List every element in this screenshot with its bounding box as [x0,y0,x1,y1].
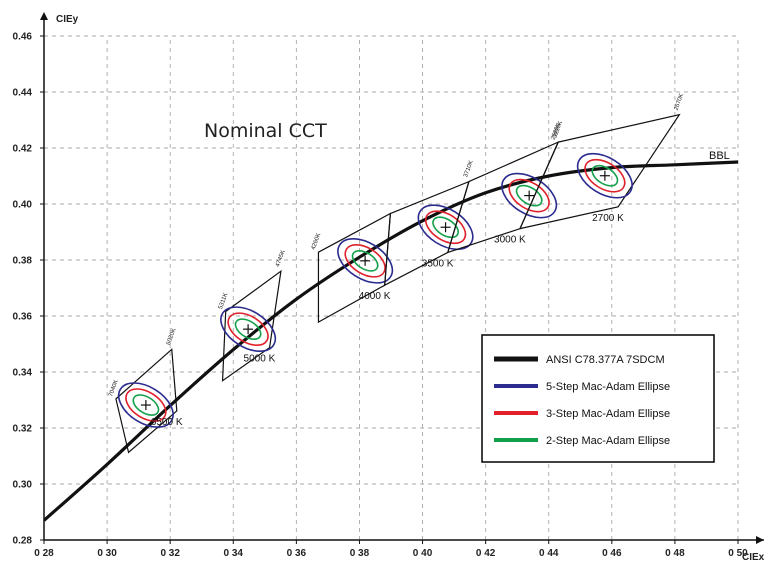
cct-quadrangle-group: 5000 K 5311K 4745K [218,250,287,382]
cct-quadrangle-group: 6500 K 7040K 6020K [108,328,183,454]
cct-label: 2700 K [592,213,624,224]
chart-title: Nominal CCT [204,120,327,142]
bbl-label: BBL [709,150,730,162]
y-tick-label: 0.36 [13,312,33,323]
legend-label: ANSI C78.377A 7SDCM [546,354,665,366]
cct-side-label: 7040K [108,379,120,397]
ellipse-3-step [125,388,167,422]
y-tick-label: 0.32 [13,424,33,435]
bbl-curve [44,160,739,522]
cct-quadrangle [221,269,282,382]
cct-label: 4000 K [359,291,391,302]
tick-labels: 0 28 0 30 0 32 0 34 0 36 0 38 0 40 0 42 0 44 0 46… [13,32,749,560]
y-tick-label: 0.34 [13,368,33,379]
ellipse-2-step [432,216,459,239]
ellipse-3-step [344,243,386,278]
ellipse-3-step [227,312,269,347]
ellipse-5-step [417,204,474,251]
y-tick-label: 0.42 [13,144,33,155]
x-tick-label: 0 50 [728,548,748,559]
y-axis-arrow [40,12,48,20]
cct-quadrangle [518,113,681,230]
cct-corner-label: 3220K [552,120,564,138]
cct-quadrangle-group: 2700 K 2580K 2670K [518,93,686,230]
legend-label: 5-Step Mac-Adam Ellipse [546,381,670,393]
x-tick-label: 0 28 [34,548,54,559]
grid [44,35,739,540]
cct-side-label: 4260K [311,232,323,250]
x-tick-label: 0 32 [160,548,180,559]
x-tick-label: 0 44 [539,548,559,559]
ellipse-5-step [117,382,174,428]
y-tick-label: 0.44 [13,88,33,99]
cct-corner-label: 2670K [674,93,686,111]
y-tick-label: 0.28 [13,536,33,547]
ellipse-2-step [132,394,160,416]
cct-label: 3500 K [422,258,454,269]
ellipse-5-step [501,172,558,219]
y-axis-title: CIEy [56,14,79,25]
ellipse-2-step [515,184,543,207]
cct-side-label: 5311K [218,292,229,310]
cct-corner-label: 4745K [275,250,287,268]
y-tick-label: 0.38 [13,256,33,267]
cct-label: 3000 K [494,235,526,246]
ellipse-5-step [220,306,277,352]
cct-quadrangle [115,348,178,454]
ellipse-2-step [591,164,619,187]
x-axis-title: CIEx [742,552,765,563]
cct-quadrangle [317,212,392,324]
legend-label: 2-Step Mac-Adam Ellipse [546,435,670,447]
x-tick-label: 0 30 [97,548,117,559]
legend: ANSI C78.377A 7SDCM 5-Step Mac-Adam Ellip… [481,334,715,463]
cct-quadrangle-group: 4000 K 4260K [311,212,394,324]
y-tick-label: 0.30 [13,480,33,491]
ellipse-2-step [234,318,262,341]
x-tick-label: 0 46 [602,548,622,559]
axes [40,12,764,544]
ellipse-3-step [584,158,626,193]
x-tick-label: 0 34 [224,548,244,559]
x-tick-label: 0 36 [287,548,307,559]
cct-label: 5000 K [244,354,276,365]
cct-label: 6500 K [151,417,183,428]
x-axis-arrow [756,536,764,544]
ellipse-2-step [351,249,379,272]
x-tick-label: 0 42 [476,548,496,559]
cct-corner-label: 6020K [166,328,178,346]
cct-side-label: 2580K [550,122,562,140]
cct-quadrangle-group: 3500 K 3710K [384,160,475,287]
quadrangles-layer: 6500 K 7040K 6020K 5000 K 5311K 4745K 4000 K 42… [108,93,686,454]
y-tick-label: 0.46 [13,32,33,43]
ellipse-3-step [424,210,467,245]
legend-label: 3-Step Mac-Adam Ellipse [546,408,670,420]
bbl-curve-layer [44,160,739,522]
ellipse-3-step [508,178,550,213]
x-tick-label: 0 40 [413,548,433,559]
ellipse-5-step [337,238,394,284]
x-tick-label: 0 38 [350,548,370,559]
ellipse-5-step [576,152,633,199]
cct-corner-label: 3710K [463,160,475,178]
x-tick-label: 0 48 [665,548,685,559]
y-tick-label: 0.40 [13,200,33,211]
